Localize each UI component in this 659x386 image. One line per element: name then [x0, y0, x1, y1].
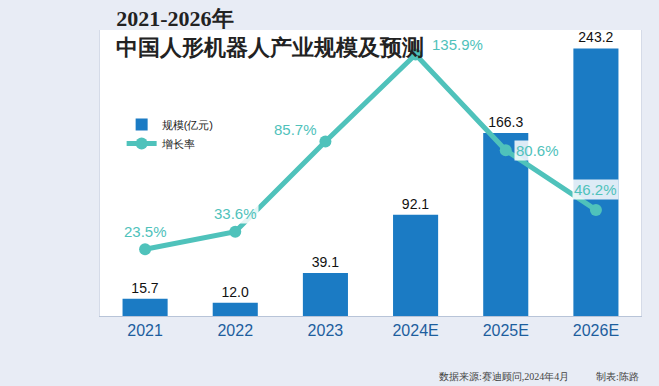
svg-text:12.0: 12.0 [222, 284, 249, 300]
svg-text:39.1: 39.1 [312, 254, 339, 270]
svg-text:2022: 2022 [217, 322, 253, 339]
svg-text:2023: 2023 [308, 322, 344, 339]
svg-text:规模(亿元): 规模(亿元) [162, 119, 213, 131]
svg-text:92.1: 92.1 [402, 196, 429, 212]
svg-text:2021-2026年中国人形机器人产业规模及预测: 2021-2026年中国人形机器人产业规模及预测 [116, 6, 424, 60]
svg-text:46.2%: 46.2% [574, 181, 617, 198]
svg-text:2024E: 2024E [392, 322, 438, 339]
svg-text:85.7%: 85.7% [274, 121, 317, 138]
svg-text:2025E: 2025E [483, 322, 529, 339]
svg-text:2026E: 2026E [573, 322, 619, 339]
svg-text:23.5%: 23.5% [124, 223, 167, 240]
svg-text:243.2: 243.2 [578, 29, 613, 45]
svg-text:15.7: 15.7 [131, 280, 158, 296]
svg-text:数据来源:赛迪顾问,2024年4月: 数据来源:赛迪顾问,2024年4月 [439, 371, 569, 382]
svg-text:33.6%: 33.6% [214, 205, 257, 222]
svg-text:2021: 2021 [127, 322, 163, 339]
svg-text:增长率: 增长率 [161, 138, 195, 150]
svg-text:166.3: 166.3 [488, 114, 523, 130]
svg-text:135.9%: 135.9% [432, 36, 483, 53]
svg-text:80.6%: 80.6% [516, 142, 559, 159]
svg-text:制表:陈路: 制表:陈路 [596, 371, 639, 382]
